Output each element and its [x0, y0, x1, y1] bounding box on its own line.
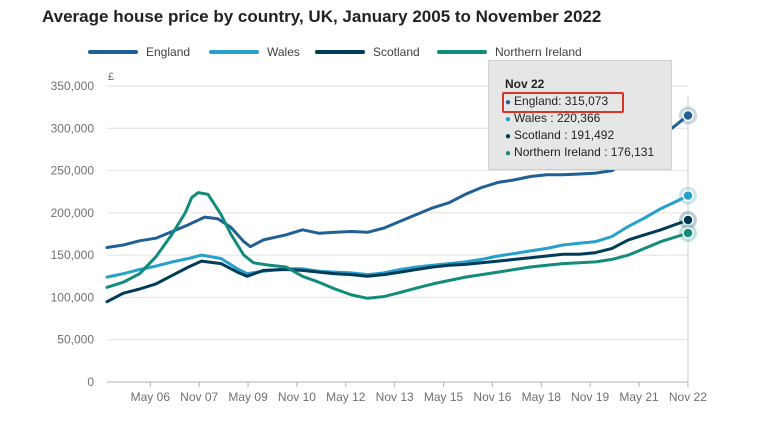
tooltip-england-value: England: 315,073 [514, 94, 609, 108]
legend-item-wales[interactable]: Wales [209, 45, 300, 59]
data-point-england[interactable] [682, 109, 694, 122]
tooltip-row-wales: ● Wales : 220,366 [505, 110, 671, 127]
tooltip-northern-ireland-value: Northern Ireland : 176,131 [514, 145, 655, 159]
series-line-scotland[interactable] [105, 218, 690, 304]
legend-label-wales: Wales [267, 45, 300, 59]
y-tick-label: 300,000 [51, 121, 95, 135]
x-tick-label: May 12 [326, 390, 366, 404]
y-tick-label: 150,000 [51, 248, 95, 262]
northern-ireland-dot-icon: ● [505, 148, 512, 159]
series-line-england[interactable] [105, 114, 690, 249]
series-line-wales[interactable] [105, 194, 690, 279]
legend-item-england[interactable]: England [88, 45, 190, 59]
x-tick-label: Nov 19 [571, 390, 609, 404]
x-tick-label: Nov 16 [473, 390, 511, 404]
tooltip-row-scotland: ● Scotland : 191,492 [505, 127, 671, 144]
legend-item-scotland[interactable]: Scotland [315, 45, 420, 59]
england-dot-icon: ● [505, 97, 512, 108]
chart-title: Average house price by country, UK, Janu… [42, 7, 602, 26]
legend-line-northern-ireland-icon [437, 50, 487, 54]
wales-dot-icon: ● [505, 114, 512, 125]
x-tick-label: May 15 [424, 390, 464, 404]
legend-item-northern-ireland[interactable]: Northern Ireland [437, 45, 582, 59]
legend-label-scotland: Scotland [373, 45, 420, 59]
y-tick-label: 0 [87, 375, 94, 389]
x-tick-label: Nov 07 [180, 390, 218, 404]
x-tick-label: May 18 [522, 390, 562, 404]
tooltip-row-england: ● England: 315,073 [505, 93, 671, 110]
legend-label-northern-ireland: Northern Ireland [495, 45, 582, 59]
tooltip-highlight-box [502, 92, 624, 113]
x-tick-label: Nov 13 [376, 390, 414, 404]
x-tick-label: May 06 [131, 390, 171, 404]
legend-line-scotland-icon [315, 50, 365, 54]
x-tick-label: Nov 10 [278, 390, 316, 404]
tooltip-title: Nov 22 [505, 77, 545, 91]
data-point-northern-ireland[interactable] [682, 227, 694, 239]
scotland-dot-icon: ● [505, 131, 512, 142]
x-tick-label: Nov 22 [669, 390, 707, 404]
chart-tooltip: Nov 22 ● England: 315,073 ● Wales : 220,36… [488, 60, 672, 170]
tooltip-wales-value: Wales : 220,366 [514, 111, 601, 125]
y-tick-label: 350,000 [51, 79, 95, 93]
y-tick-label: 50,000 [57, 333, 94, 347]
tooltip-scotland-value: Scotland : 191,492 [514, 128, 615, 142]
legend-line-wales-icon [209, 50, 259, 54]
data-point-wales[interactable] [682, 189, 694, 202]
legend-line-england-icon [88, 50, 138, 54]
x-tick-label: May 21 [619, 390, 659, 404]
y-tick-label: 200,000 [51, 206, 95, 220]
y-tick-label: 100,000 [51, 290, 95, 304]
tooltip-row-northern-ireland: ● Northern Ireland : 176,131 [505, 144, 671, 161]
series-line-northern-ireland[interactable] [105, 191, 690, 300]
legend-label-england: England [146, 45, 191, 59]
x-tick-label: May 09 [228, 390, 268, 404]
y-axis-unit-label: £ [108, 71, 114, 83]
y-tick-label: 250,000 [51, 164, 95, 178]
data-point-scotland[interactable] [682, 214, 694, 226]
